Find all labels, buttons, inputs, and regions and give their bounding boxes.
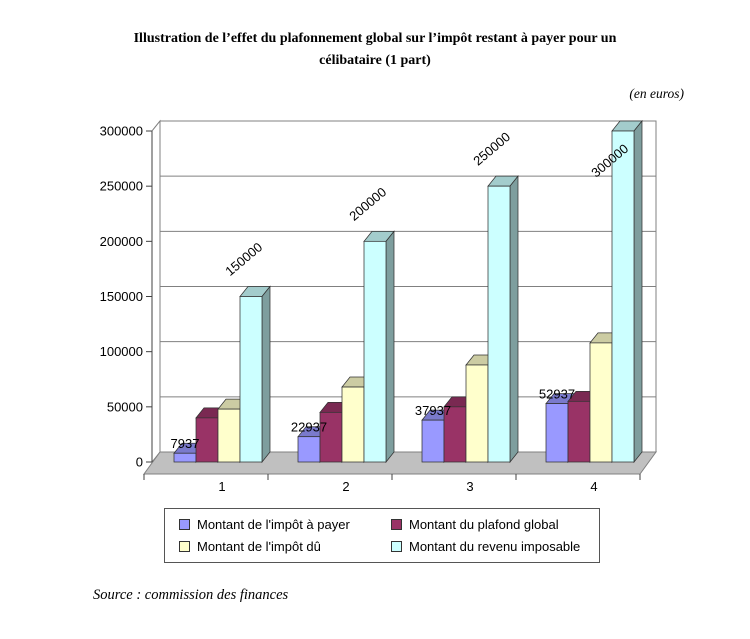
- bar-front-face: [589, 342, 613, 463]
- category-label: 3: [466, 479, 473, 494]
- legend-swatch: [391, 541, 402, 552]
- bar-front-face: [341, 386, 365, 463]
- chart-canvas: 0 50000 100000 150000 200000 250000 300000 1 2 3 4…: [100, 119, 657, 494]
- chart-left-wall: [151, 119, 161, 464]
- category-label: 2: [342, 479, 349, 494]
- bar-front-face: [297, 436, 321, 463]
- bar-front-face: [611, 130, 635, 463]
- chart-title: Illustration de l’effet du plafonnement …: [78, 28, 672, 73]
- bar-front-face: [363, 240, 387, 463]
- chart-title-line1: Illustration de l’effet du plafonnement …: [133, 31, 617, 46]
- y-tick-label: 0: [136, 455, 143, 470]
- legend-label: Montant du revenu imposable: [409, 539, 581, 554]
- legend-label: Montant de l'impôt dû: [197, 539, 321, 554]
- chart-title-line2: célibataire (1 part): [319, 53, 431, 69]
- revenu-imposable-bar-1: [239, 285, 271, 464]
- bar-front-face: [545, 403, 569, 463]
- legend-swatch: [391, 519, 402, 530]
- value-label: 37937: [415, 403, 451, 418]
- legend-item-impot-du: Montant de l'impôt dû: [179, 540, 391, 553]
- category-label: 1: [218, 479, 225, 494]
- units-note: (en euros): [629, 86, 684, 101]
- revenu-imposable-bar-4: [611, 119, 643, 464]
- y-tick-label: 150000: [100, 289, 143, 304]
- legend-label: Montant du plafond global: [409, 517, 559, 532]
- y-tick-label: 50000: [107, 399, 143, 414]
- bar-front-face: [239, 296, 263, 463]
- legend-label: Montant de l'impôt à payer: [197, 517, 350, 532]
- bar-front-face: [487, 185, 511, 463]
- revenu-imposable-bar-3: [487, 175, 519, 464]
- bar-front-face: [421, 419, 445, 463]
- bar-front-face: [217, 408, 241, 463]
- bar-side-face: [261, 285, 271, 464]
- value-label: 22937: [291, 420, 327, 435]
- revenu-imposable-bar-2: [363, 230, 395, 464]
- bar-side-face: [633, 119, 643, 464]
- source-note: Source : commission des finances: [93, 587, 289, 603]
- legend-item-plafond-global: Montant du plafond global: [391, 518, 591, 531]
- category-label: 4: [590, 479, 597, 494]
- bar-front-face: [173, 452, 197, 463]
- bar-front-face: [465, 364, 489, 463]
- legend: Montant de l'impôt à payer Montant du pla…: [164, 508, 600, 563]
- value-label: 52937: [539, 387, 575, 402]
- legend-swatch: [179, 541, 190, 552]
- bar-side-face: [509, 175, 519, 464]
- y-tick-label: 200000: [100, 234, 143, 249]
- value-label: 7937: [171, 436, 200, 451]
- y-tick-label: 300000: [100, 124, 143, 139]
- legend-swatch: [179, 519, 190, 530]
- bar-front-face: [567, 400, 591, 463]
- chart-floor: [143, 451, 657, 475]
- legend-item-revenu-imposable: Montant du revenu imposable: [391, 540, 591, 553]
- legend-item-impot-a-payer: Montant de l'impôt à payer: [179, 518, 391, 531]
- y-tick-label: 250000: [100, 179, 143, 194]
- bar-side-face: [385, 230, 395, 464]
- y-tick-label: 100000: [100, 344, 143, 359]
